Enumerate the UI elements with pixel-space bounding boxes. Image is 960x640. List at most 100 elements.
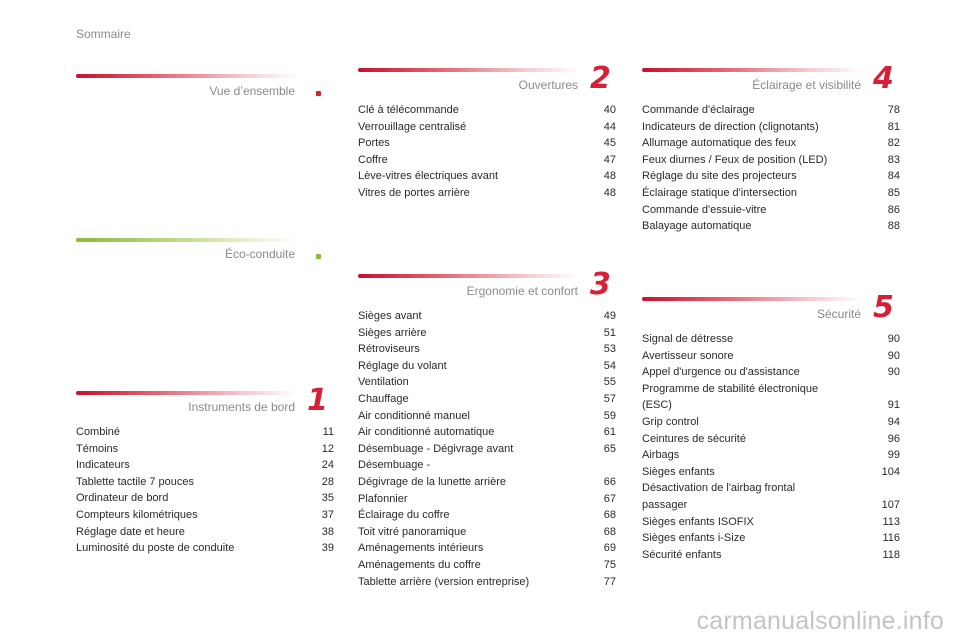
toc-entry-label: Rétroviseurs — [358, 343, 420, 356]
toc-entry[interactable]: Commande d'essuie-vitre 86 — [642, 202, 900, 219]
toc-entry-page: 48 — [603, 170, 616, 183]
section-number-badge: 1 — [307, 383, 328, 418]
toc-entry-page: 75 — [603, 558, 616, 571]
toc-entry[interactable]: Sièges enfants i-Size 116 — [642, 530, 900, 547]
toc-entry[interactable]: Témoins 12 — [76, 441, 334, 458]
toc-entry[interactable]: Commande d'éclairage 78 — [642, 102, 900, 119]
toc-entry[interactable]: Programme de stabilité électronique (ESC… — [642, 381, 900, 414]
toc-entry-label: Éclairage du coffre — [358, 509, 450, 522]
toc-entry[interactable]: Indicateurs 24 — [76, 457, 334, 474]
toc-entry-page: 81 — [887, 120, 900, 133]
toc-entry-page: 45 — [603, 137, 616, 150]
toc-entry-page: 90 — [887, 366, 900, 379]
toc-entry-page: 99 — [887, 449, 900, 462]
toc-entry[interactable]: Air conditionné automatique 61 — [358, 424, 616, 441]
toc-entry[interactable]: Désactivation de l'airbag frontal passag… — [642, 480, 900, 513]
toc-entry[interactable]: Tablette tactile 7 pouces 28 — [76, 474, 334, 491]
toc-entry[interactable]: Sécurité enfants 118 — [642, 547, 900, 564]
toc-entry[interactable]: Réglage date et heure 38 — [76, 524, 334, 541]
toc-entry-page: 61 — [603, 426, 616, 439]
toc-entry[interactable]: Ceintures de sécurité 96 — [642, 431, 900, 448]
toc-entry-page: 84 — [887, 170, 900, 183]
toc-entry[interactable]: Ordinateur de bord 35 — [76, 490, 334, 507]
toc-entry-label: Éclairage statique d'intersection — [642, 186, 797, 199]
toc-entry[interactable]: Désembuage - Dégivrage avant 65 — [358, 441, 616, 458]
toc-entry-page: 116 — [882, 532, 900, 545]
toc-entry-label: Combiné — [76, 426, 121, 438]
toc-entry-label: Commande d'essuie-vitre — [642, 203, 767, 216]
toc-entry-page: 40 — [603, 104, 616, 116]
toc-entry[interactable]: Indicateurs de direction (clignotants) 81 — [642, 119, 900, 136]
toc-entry[interactable]: Balayage automatique 88 — [642, 218, 900, 235]
toc-entry[interactable]: Vitres de portes arrière 48 — [358, 185, 616, 202]
toc-entry-label: Air conditionné manuel — [358, 409, 470, 422]
toc-entry-page: 118 — [882, 548, 900, 561]
toc-entry[interactable]: Sièges arrière 51 — [358, 325, 616, 342]
toc-entry[interactable]: Portes 45 — [358, 135, 616, 152]
toc-entry[interactable]: Tablette arrière (version entreprise) 77 — [358, 574, 616, 591]
toc-entry[interactable]: Aménagements intérieurs 69 — [358, 540, 616, 557]
toc-entry[interactable]: Verrouillage centralisé 44 — [358, 119, 616, 136]
section-bar — [642, 297, 864, 301]
toc-entry[interactable]: Désembuage - Dégivrage de la lunette arr… — [358, 457, 616, 490]
toc-entry[interactable]: Avertisseur sonore 90 — [642, 348, 900, 365]
toc-entry-label: Balayage automatique — [642, 220, 752, 233]
toc-entry-label: Tablette tactile 7 pouces — [76, 475, 195, 488]
toc-entry[interactable]: Réglage du volant 54 — [358, 358, 616, 375]
toc-entry-label: Sièges enfants ISOFIX — [642, 515, 754, 528]
toc-entry[interactable]: Feux diurnes / Feux de position (LED) 83 — [642, 152, 900, 169]
toc-entry[interactable]: Plafonnier 67 — [358, 491, 616, 508]
toc-entry[interactable]: Signal de détresse 90 — [642, 331, 900, 348]
toc-entry[interactable]: Éclairage du coffre 68 — [358, 507, 616, 524]
toc-entry[interactable]: Appel d'urgence ou d'assistance 90 — [642, 364, 900, 381]
toc-entry-label: Aménagements du coffre — [358, 558, 481, 571]
toc-entry[interactable]: Luminosité du poste de conduite 39 — [76, 540, 334, 557]
toc-entry[interactable]: Réglage du site des projecteurs 84 — [642, 168, 900, 185]
toc-entry[interactable]: Compteurs kilométriques 37 — [76, 507, 334, 524]
toc-entry[interactable]: Clé à télécommande 40 — [358, 102, 616, 119]
toc-entry[interactable]: Coffre 47 — [358, 152, 616, 169]
toc-entry-label: Ordinateur de bord — [76, 492, 169, 505]
toc-entry-label: Indicateurs de direction (clignotants) — [642, 120, 819, 133]
toc-entry-page: 24 — [321, 459, 334, 472]
toc-entry-page: 88 — [887, 220, 900, 233]
toc-entry[interactable]: Chauffage 57 — [358, 391, 616, 408]
section-bar — [358, 274, 580, 278]
section-title-ouvertures: Ouvertures — [518, 78, 578, 92]
toc-entry[interactable]: Sièges enfants ISOFIX 113 — [642, 514, 900, 531]
toc-entry-label: Vitres de portes arrière — [358, 186, 470, 199]
toc-entry[interactable]: Ventilation 55 — [358, 374, 616, 391]
toc-entry[interactable]: Allumage automatique des feux 82 — [642, 135, 900, 152]
toc-list-securite: Signal de détresse 90 Avertisseur sonore 90… — [642, 331, 900, 563]
toc-entry-page: 28 — [321, 475, 334, 488]
toc-entry-page: 49 — [603, 310, 616, 322]
toc-entry-label: Ventilation — [358, 376, 409, 389]
toc-entry[interactable]: Éclairage statique d'intersection 85 — [642, 185, 900, 202]
toc-entry-page: 91 — [887, 399, 900, 412]
section-number-badge: 2 — [590, 61, 611, 96]
toc-entry-label: Indicateurs — [76, 459, 130, 472]
toc-entry[interactable]: Air conditionné manuel 59 — [358, 408, 616, 425]
toc-entry-label: Allumage automatique des feux — [642, 137, 797, 150]
watermark-text: carmanualsonline.info — [696, 607, 944, 635]
toc-entry[interactable]: Sièges enfants 104 — [642, 464, 900, 481]
toc-entry-label: Lève-vitres électriques avant — [358, 170, 499, 183]
toc-entry-page: 83 — [887, 153, 900, 166]
toc-entry[interactable]: Aménagements du coffre 75 — [358, 557, 616, 574]
toc-list-instruments: Combiné 11 Témoins 12 Indicateurs 24 Tablette … — [76, 424, 334, 557]
toc-entry[interactable]: Airbags 99 — [642, 447, 900, 464]
toc-entry[interactable]: Combiné 11 — [76, 424, 334, 441]
toc-entry[interactable]: Grip control 94 — [642, 414, 900, 431]
toc-entry-label: Coffre — [358, 153, 388, 166]
toc-entry-label: Plafonnier — [358, 492, 408, 505]
section-title-vue: Vue d’ensemble — [209, 84, 295, 98]
toc-list-ouvertures: Clé à télécommande 40 Verrouillage central… — [358, 102, 616, 202]
section-bar — [358, 68, 580, 72]
toc-entry[interactable]: Sièges avant 49 — [358, 308, 616, 325]
toc-entry-page: 39 — [321, 542, 334, 555]
toc-entry[interactable]: Lève-vitres électriques avant 48 — [358, 168, 616, 185]
section-bar — [76, 391, 298, 395]
section-number-badge: 4 — [873, 61, 894, 96]
toc-entry[interactable]: Toit vitré panoramique 68 — [358, 524, 616, 541]
toc-entry[interactable]: Rétroviseurs 53 — [358, 341, 616, 358]
